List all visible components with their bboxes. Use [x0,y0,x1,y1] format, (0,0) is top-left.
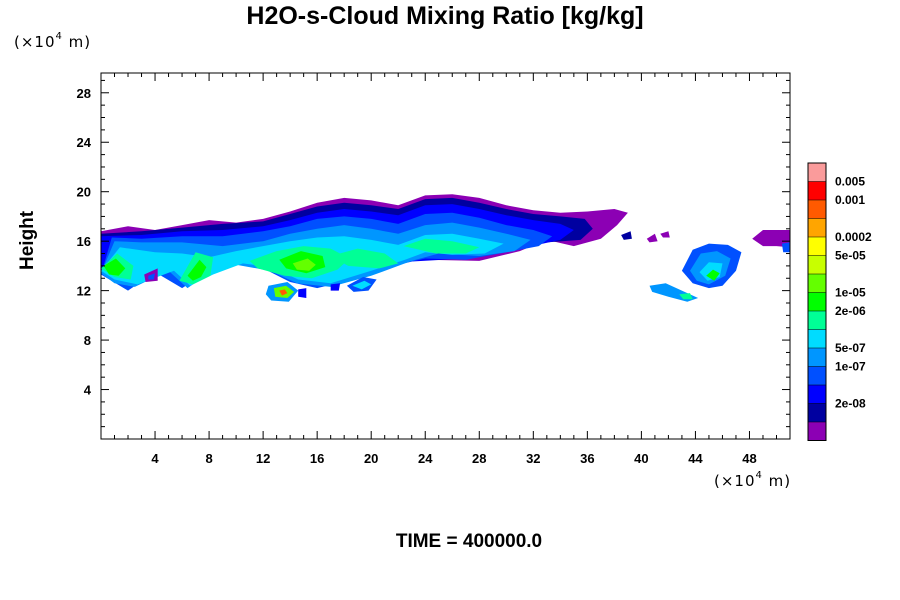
x-tick-label: 36 [580,451,594,466]
time-label: TIME = 400000.0 [395,531,543,552]
cloud-region-19 [279,289,288,296]
colorbar-swatch [808,366,826,385]
y-tick-label: 12 [77,284,91,299]
colorbar-swatch [808,218,826,237]
colorbar-swatch [808,237,826,256]
colorbar-swatch [808,255,826,274]
colorbar-swatch [808,292,826,311]
colorbar-swatch [808,311,826,330]
chart-title: H2O-s-Cloud Mixing Ratio [kg/kg] [246,2,644,30]
colorbar-label: 0.0002 [835,230,872,244]
cloud-region-30 [706,269,720,281]
cloud-region-26 [660,231,670,238]
y-tick-label: 8 [84,333,91,348]
x-tick-label: 48 [742,451,756,466]
colorbar-swatch [808,163,826,182]
colorbar-label: 1e-05 [835,286,866,300]
colorbar: 0.005 0.001 0.0002 5e-05 1e-05 2e-06 5e-07 1e-0… [807,162,872,441]
colorbar-swatch [808,181,826,200]
x-tick-label: 40 [634,451,648,466]
cloud-region-24 [621,231,632,240]
plot-frame [100,72,791,440]
cloud-region-33 [752,230,790,248]
colorbar-swatch [808,329,826,348]
colorbar-label: 5e-07 [835,341,866,355]
cloud-region-34 [781,242,790,253]
colorbar-label: 5e-05 [835,249,866,263]
cloud-region-20 [298,288,307,298]
x-tick-label: 44 [688,451,703,466]
cloud-region-9 [330,248,399,269]
y-tick-label: 20 [77,185,91,200]
colorbar-swatch [808,274,826,293]
colorbar-label: 2e-08 [835,397,866,411]
colorbar-label: 1e-07 [835,360,866,374]
y-unit-label: (×104 m) [14,31,92,51]
colorbar-swatch [808,385,826,404]
x-tick-label: 4 [151,451,159,466]
colorbar-label: 0.005 [835,175,865,189]
cloud-region-14 [292,258,316,271]
colorbar-label: 0.001 [835,193,865,207]
colorbar-label: 2e-06 [835,304,866,318]
cloud-region-25 [646,233,658,243]
x-tick-label: 32 [526,451,540,466]
cloud-region-10 [403,238,480,254]
x-tick-label: 8 [205,451,212,466]
cloud-region-12 [187,259,207,281]
cloud-region-21 [330,283,341,291]
x-tick-label: 24 [418,451,433,466]
y-tick-label: 4 [84,383,92,398]
colorbar-frame [807,162,827,441]
y-tick-label: 28 [77,86,91,101]
cloud-region-16 [148,273,155,280]
x-tick-label: 16 [310,451,324,466]
cloud-region-32 [679,293,693,300]
colorbar-swatch [808,348,826,367]
colorbar-swatch [808,200,826,219]
cloud-contours [101,194,790,302]
colorbar-swatch [808,422,826,441]
y-tick-label: 24 [77,135,92,150]
x-tick-label: 20 [364,451,378,466]
cloud-region-23 [352,280,372,290]
x-tick-label: 28 [472,451,486,466]
y-tick-label: 16 [77,234,91,249]
x-tick-label: 12 [256,451,270,466]
colorbar-swatch [808,403,826,422]
x-unit-label: (×104 m) [714,470,792,490]
cloud-region-11 [103,258,126,276]
